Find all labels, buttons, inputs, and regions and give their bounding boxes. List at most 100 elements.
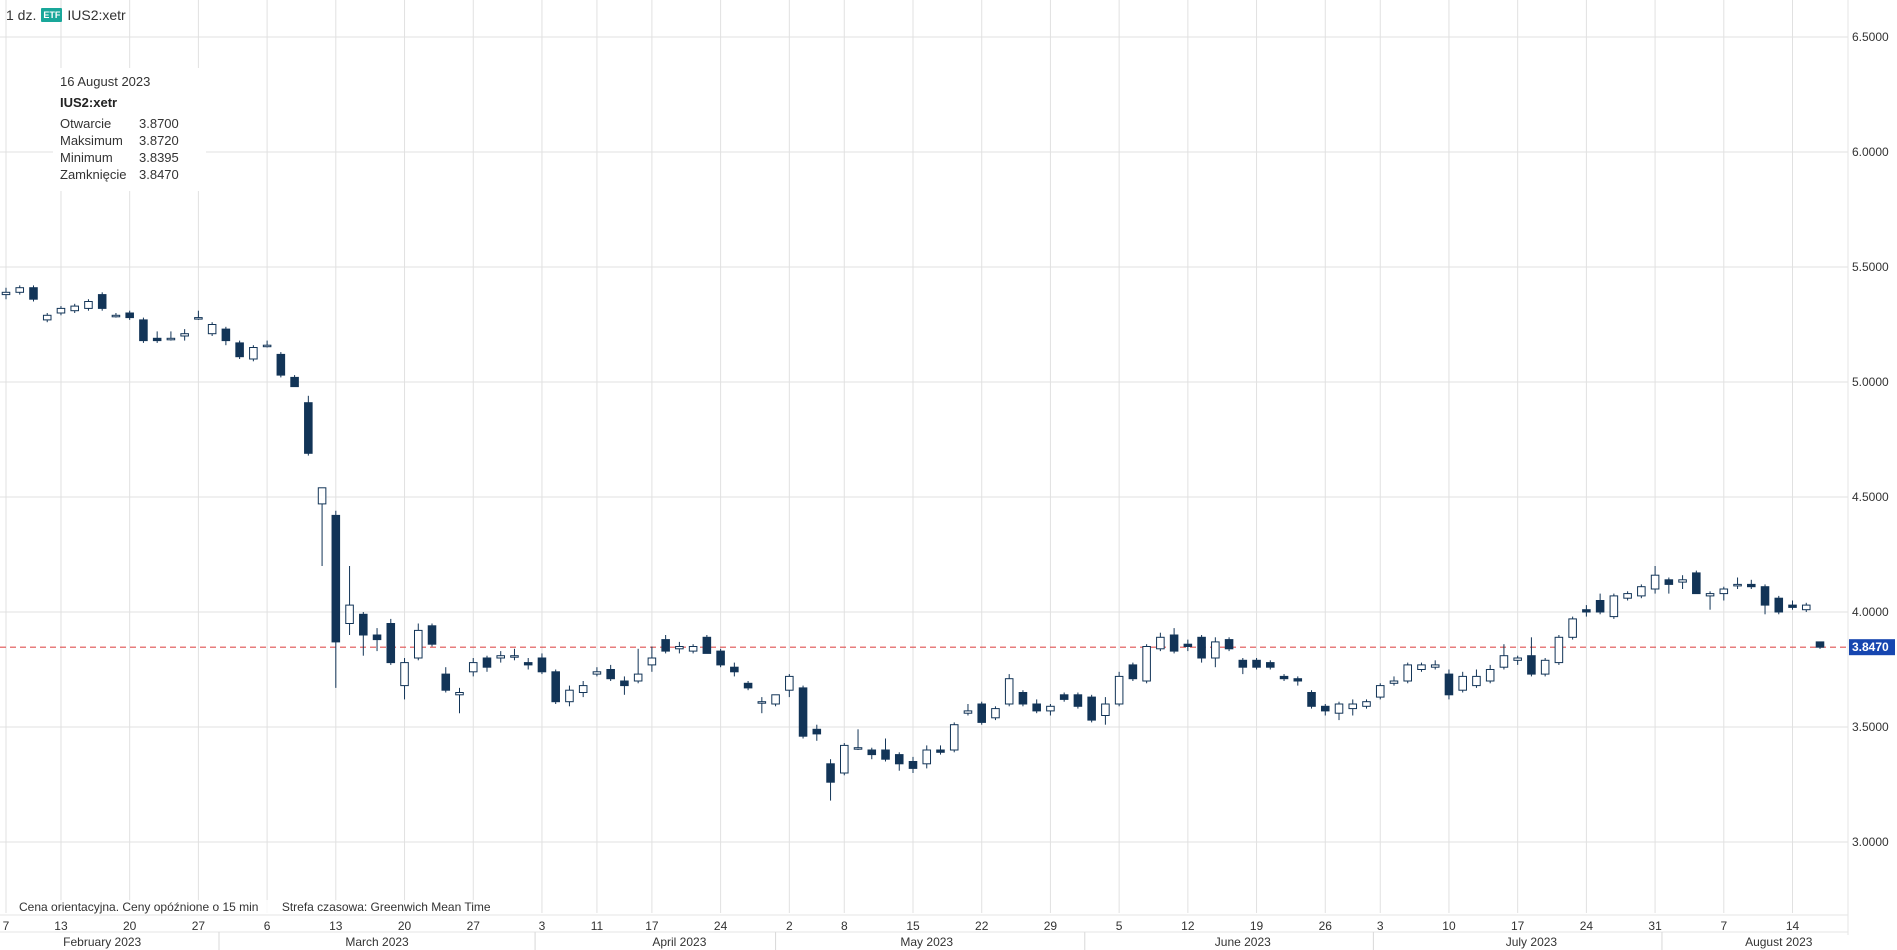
candle-body-up [565, 689, 574, 703]
candle [235, 340, 244, 359]
candle-body-down [1197, 636, 1206, 659]
candle-body-up [1458, 675, 1467, 691]
candle-body-down [152, 337, 162, 342]
candle-body-down [730, 666, 739, 673]
candle-body-down [372, 634, 382, 641]
candle-body-down [702, 636, 712, 654]
tooltip-value: 3.8470 [139, 167, 179, 182]
candle [413, 623, 423, 661]
day-tick-label: 5 [1116, 919, 1123, 933]
candle-body-down [1018, 692, 1028, 705]
candle [1362, 699, 1371, 709]
candle [1568, 616, 1577, 640]
month-label: August 2023 [1745, 935, 1813, 949]
candle-body-down [1815, 641, 1825, 648]
day-tick-label: 20 [123, 919, 137, 933]
candle-body-up [785, 675, 794, 691]
tooltip-label: Minimum [60, 150, 113, 165]
candle [1032, 699, 1041, 714]
candle [1375, 683, 1385, 700]
candle [1733, 577, 1742, 589]
day-tick-label: 20 [398, 919, 412, 933]
candle-body-down [620, 680, 629, 687]
etf-badge: ETF [41, 8, 63, 22]
candle-body-down [798, 687, 808, 737]
candle-body-down [427, 625, 437, 645]
candle [1458, 671, 1467, 693]
symbol-name[interactable]: IUS2:xetr [67, 7, 126, 23]
candle [1623, 591, 1632, 601]
candle [1018, 690, 1028, 707]
candle [1114, 671, 1124, 707]
candle [345, 566, 354, 635]
candle [1197, 635, 1206, 663]
candle [757, 697, 767, 714]
candle-body-up [633, 673, 643, 682]
candle-body-down [908, 761, 918, 769]
month-label: February 2023 [63, 935, 141, 949]
candle [262, 340, 272, 348]
candle [688, 644, 698, 654]
day-tick-label: 6 [264, 919, 271, 933]
candle [1801, 602, 1811, 612]
tooltip-label: Maksimum [60, 133, 123, 148]
candle-body-down [359, 613, 368, 636]
candle [207, 322, 217, 336]
day-tick-label: 10 [1442, 919, 1456, 933]
time-axis[interactable]: 7 13 20 27 6 13 20 27 3 11 17 24 2 8 15 22 29 5 12 19 26 3 10 1… [3, 919, 1813, 950]
candle-body-up [1554, 636, 1564, 664]
interval-selector[interactable]: 1 dz. [6, 7, 37, 23]
candle-body-down [881, 749, 890, 760]
candle [111, 313, 121, 318]
candle [1747, 579, 1756, 589]
candle [194, 310, 203, 320]
candle-body-down [537, 657, 547, 673]
candle-body-up [1, 291, 11, 296]
candle-body-up [496, 655, 506, 659]
candle-body-down [1582, 609, 1591, 613]
candle-body-down [1252, 659, 1261, 668]
ohlc-tooltip: 16 August 2023 IUS2:xetr Otwarcie 3.8700… [53, 68, 206, 191]
candle-body-up [468, 662, 478, 673]
candle-body-up [413, 629, 423, 659]
delay-note: Cena orientacyjna. Ceny opóźnione o 15 m… [19, 900, 259, 914]
candle-body-up [15, 287, 25, 293]
candle [290, 375, 299, 388]
day-tick-label: 24 [1580, 919, 1594, 933]
candle [1719, 586, 1729, 601]
price-tick-label: 3.5000 [1852, 720, 1889, 734]
candle [455, 687, 464, 714]
candle-body-up [647, 657, 657, 666]
candle [1183, 639, 1193, 652]
price-axis[interactable]: 3.0000 3.5000 4.0000 4.5000 5.0000 5.5000 6.00… [1849, 30, 1895, 849]
candle [510, 648, 519, 661]
day-tick-label: 13 [329, 919, 343, 933]
tooltip-label: Otwarcie [60, 116, 112, 131]
candle-body-down [1073, 694, 1083, 707]
candle-body-up [400, 662, 409, 687]
candle-body-down [661, 639, 670, 652]
candle [276, 352, 286, 378]
candle-body-down [1747, 583, 1756, 588]
candle [1540, 658, 1550, 677]
tooltip-date: 16 August 2023 [60, 74, 151, 89]
candle [496, 651, 506, 663]
day-tick-label: 29 [1044, 919, 1058, 933]
candle-body-up [688, 646, 698, 652]
candle-body-up [1499, 655, 1509, 668]
candle-body-down [812, 728, 822, 735]
tooltip-value: 3.8395 [139, 150, 179, 165]
candle [1472, 669, 1481, 688]
candle [1760, 584, 1770, 615]
candle-body-up [592, 671, 602, 675]
candle [633, 648, 643, 684]
candle-body-up [771, 694, 780, 705]
candle [1266, 660, 1275, 670]
candle-body-up [1389, 680, 1399, 684]
candle [1513, 655, 1522, 665]
candle-body-up [1101, 703, 1110, 716]
candle [97, 292, 107, 311]
candle-body-up [207, 324, 217, 335]
candle-body-down [1774, 597, 1784, 613]
